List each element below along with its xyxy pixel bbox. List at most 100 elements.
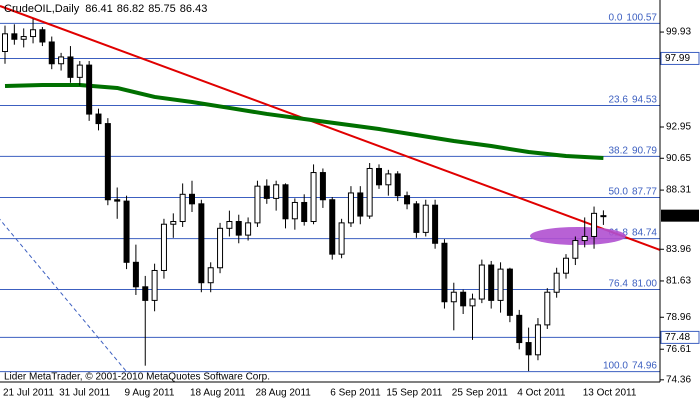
candle-body — [207, 267, 214, 284]
fib-ratio: 0.0 — [609, 12, 623, 23]
fib-level-label: 100.0 74.96 — [603, 360, 657, 371]
fib-level-label: 0.0 100.57 — [609, 12, 658, 23]
candle-body — [282, 184, 289, 220]
candle-body — [301, 201, 308, 223]
x-tick-label: 31 Jul 2011 — [59, 388, 110, 399]
candle-body — [506, 268, 513, 316]
x-tick-label: 4 Oct 2011 — [517, 388, 566, 399]
candle-body — [432, 204, 439, 244]
x-tick-label: 15 Sep 2011 — [386, 388, 442, 399]
candle-body — [478, 264, 485, 300]
x-tick-label: 6 Sep 2011 — [330, 388, 381, 399]
candle-body — [310, 172, 317, 223]
candle-body — [347, 192, 354, 224]
candle-body — [413, 203, 420, 233]
candle-body — [591, 212, 598, 237]
candle-body — [376, 167, 382, 186]
fib-price: 100.57 — [626, 12, 657, 23]
fib-ratio: 100.0 — [603, 360, 628, 371]
x-tick-label: 18 Aug 2011 — [190, 388, 246, 399]
candle-body — [563, 257, 569, 274]
candle-body — [123, 200, 130, 263]
last-low: 85.75 — [148, 3, 176, 15]
candle-body — [581, 235, 588, 242]
candle-body — [469, 298, 476, 307]
candle-body — [329, 199, 336, 255]
fib-ratio: 76.4 — [609, 278, 629, 289]
candle-body — [2, 33, 8, 53]
candle-body — [30, 29, 37, 38]
candle-body — [460, 291, 467, 307]
fib-price: 94.53 — [632, 94, 657, 105]
y-tick-label: 78.96 — [666, 312, 691, 323]
fib-ratio: 23.6 — [609, 94, 629, 105]
candle-body — [254, 185, 261, 224]
candle-body — [86, 64, 93, 115]
y-tick-label: 74.36 — [666, 374, 691, 385]
candle-body — [600, 215, 607, 218]
candle-body — [20, 36, 27, 40]
chart-header: CrudeOIL,Daily 86.41 86.82 85.75 86.43 — [4, 3, 207, 15]
fib-level-label: 50.0 87.77 — [609, 186, 658, 197]
y-tick-label: 76.61 — [666, 344, 691, 355]
fib-ratio: 50.0 — [609, 186, 629, 197]
candle-body — [441, 242, 448, 303]
last-high: 86.82 — [117, 3, 145, 15]
candle-body — [179, 193, 186, 223]
y-tick-label: 90.65 — [666, 153, 691, 164]
price-marker-label: 97.99 — [665, 53, 690, 64]
fib-price: 84.74 — [632, 227, 657, 238]
candle-body — [404, 195, 411, 205]
candle-body — [58, 56, 65, 65]
candle-body — [226, 221, 233, 229]
fib-ratio: 38.2 — [609, 145, 629, 156]
fib-price: 90.79 — [632, 145, 657, 156]
candle-body — [198, 203, 205, 284]
y-tick-label: 88.31 — [666, 185, 691, 196]
candle-body — [132, 261, 139, 288]
candle-body — [95, 113, 102, 125]
fib-level-label: 76.4 81.00 — [609, 278, 658, 289]
candle-body — [497, 268, 504, 301]
candle-body — [263, 185, 270, 199]
candle-body — [450, 291, 457, 303]
fib-level-label: 38.2 90.79 — [609, 145, 658, 156]
candle-body — [104, 123, 111, 201]
candle-body — [319, 172, 326, 201]
y-tick-label: 81.63 — [666, 276, 691, 287]
candle-body — [273, 184, 280, 199]
price-marker-box — [660, 51, 700, 65]
candle-body — [544, 291, 551, 326]
y-tick-label: 83.96 — [666, 244, 691, 255]
candle-body — [366, 167, 373, 217]
candle-body — [534, 324, 541, 356]
candle-body — [170, 221, 177, 225]
current-price-box — [661, 209, 699, 222]
candle-body — [151, 269, 158, 301]
price-marker-box — [660, 330, 700, 344]
candle-body — [114, 199, 121, 202]
y-tick-label: 99.93 — [666, 27, 691, 38]
candle-body — [160, 223, 167, 271]
y-tick-label: 92.95 — [666, 122, 691, 133]
fib-level-label: 23.6 94.53 — [609, 94, 658, 105]
candle-body — [488, 264, 495, 301]
fib-price: 74.96 — [632, 360, 657, 371]
candle-body — [422, 204, 429, 233]
candle-body — [338, 222, 345, 255]
candle-body — [235, 221, 242, 236]
fib-price: 87.77 — [632, 186, 657, 197]
x-tick-label: 21 Jul 2011 — [3, 388, 54, 399]
candle-body — [39, 29, 46, 43]
candle-body — [67, 56, 74, 78]
candle-body — [525, 342, 532, 356]
x-tick-label: 13 Oct 2011 — [583, 388, 637, 399]
highlight-ellipse — [530, 227, 626, 245]
current-price-label: 86.43 — [665, 210, 690, 221]
candle-body — [385, 173, 392, 186]
candle-body — [245, 222, 252, 236]
x-tick-label: 25 Sep 2011 — [452, 388, 508, 399]
copyright: Lider MetaTrader, © 2001-2010 MetaQuotes… — [4, 372, 270, 383]
fib-price: 81.00 — [632, 278, 657, 289]
candle-body — [357, 192, 364, 217]
